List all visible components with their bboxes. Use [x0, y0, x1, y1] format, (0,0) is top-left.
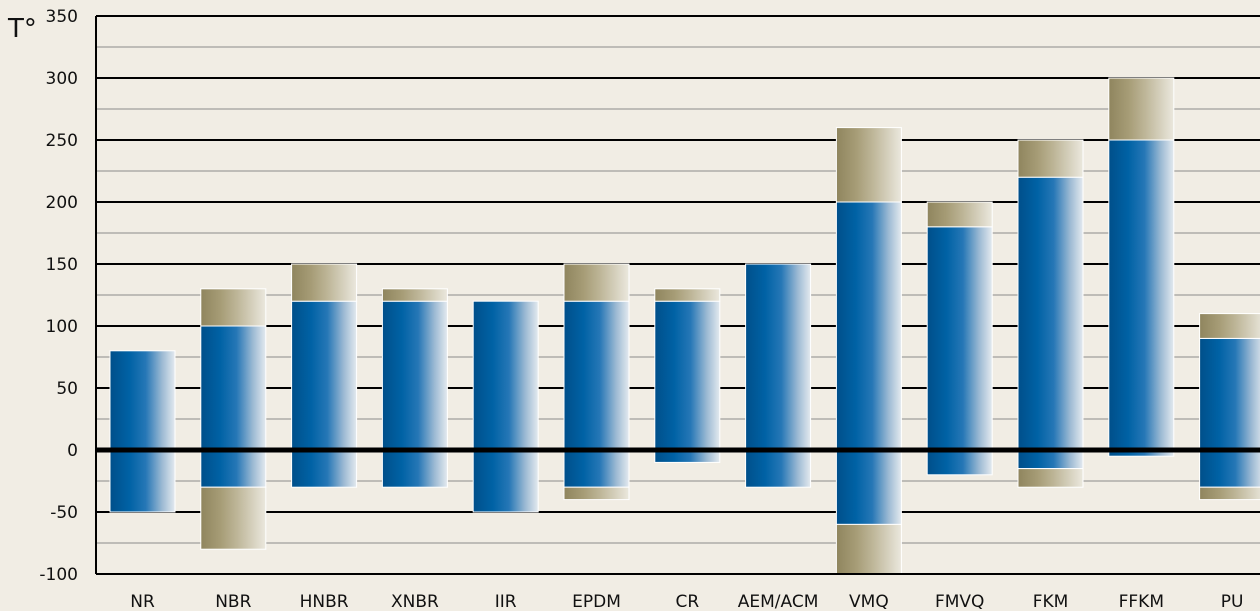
- x-tick-label: AEM/ACM: [738, 592, 819, 611]
- bar-range-2: [291, 300, 358, 488]
- x-tick-label: IIR: [495, 592, 517, 611]
- bar-range-9: [926, 226, 993, 476]
- bar-range-3: [381, 300, 448, 488]
- bar-range-8: [835, 201, 902, 525]
- bar-range-11: [1108, 139, 1175, 457]
- bar-range-0: [109, 350, 176, 513]
- bar-extended-top-11: [1108, 77, 1175, 141]
- y-tick-label: 250: [46, 131, 78, 151]
- y-tick-label: 100: [46, 317, 78, 337]
- x-tick-label: PU: [1221, 592, 1244, 611]
- bar-range-7: [745, 263, 812, 488]
- y-tick-label: -100: [39, 565, 78, 585]
- x-tick-label: FFKM: [1119, 592, 1164, 611]
- y-tick-label: 150: [46, 255, 78, 275]
- x-tick-label: XNBR: [391, 592, 439, 611]
- bar-extended-top-8: [835, 127, 902, 203]
- bar-range-6: [654, 300, 721, 463]
- x-tick-label: VMQ: [849, 592, 889, 611]
- bar-range-1: [200, 325, 267, 488]
- bar-extended-bottom-12: [1199, 486, 1260, 501]
- y-tick-label: 200: [46, 193, 78, 213]
- x-tick-label: NR: [130, 592, 155, 611]
- bar-extended-top-6: [654, 288, 721, 302]
- bar-range-5: [563, 300, 630, 488]
- bar-extended-bottom-8: [835, 523, 902, 575]
- x-tick-label: FMVQ: [935, 592, 984, 611]
- bar-extended-top-12: [1199, 313, 1260, 339]
- bar-range-10: [1017, 176, 1084, 470]
- x-tick-label: HNBR: [300, 592, 349, 611]
- bar-extended-top-5: [563, 263, 630, 302]
- y-axis-label: T°: [7, 14, 37, 44]
- y-tick-label: 50: [56, 379, 78, 399]
- y-tick-label: 350: [46, 7, 78, 27]
- bar-extended-top-2: [291, 263, 358, 302]
- bar-range-4: [472, 300, 539, 513]
- y-tick-label: -50: [50, 503, 78, 523]
- axes: [95, 15, 1260, 575]
- x-tick-label: FKM: [1033, 592, 1069, 611]
- bar-extended-top-10: [1017, 139, 1084, 178]
- bar-extended-bottom-5: [563, 486, 630, 501]
- x-tick-label: NBR: [215, 592, 251, 611]
- bar-extended-top-3: [381, 288, 448, 302]
- labels: NR NBR HNBR XNBR IIR EPDM CR AEM/ACM VMQ FMVQ FKM F…: [7, 7, 1243, 611]
- grid: [96, 15, 1260, 544]
- y-tick-label: 0: [67, 441, 78, 461]
- bar-extended-top-9: [926, 201, 993, 228]
- bar-extended-top-1: [200, 288, 267, 327]
- bar-extended-bottom-10: [1017, 468, 1084, 488]
- bar-range-12: [1199, 337, 1260, 488]
- bar-extended-bottom-1: [200, 486, 267, 550]
- x-tick-label: CR: [675, 592, 699, 611]
- y-tick-label: 300: [46, 69, 78, 89]
- x-tick-label: EPDM: [572, 592, 621, 611]
